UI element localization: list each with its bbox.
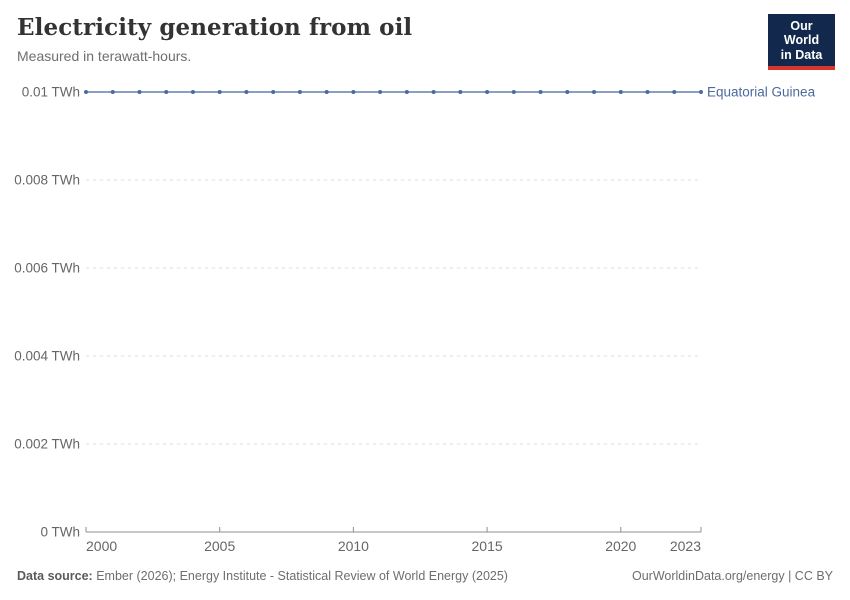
data-point[interactable] [351, 90, 356, 94]
x-tick-label: 2015 [472, 538, 503, 554]
x-tick-label: 2000 [86, 538, 117, 554]
data-point[interactable] [645, 90, 650, 94]
chart-header: Electricity generation from oil Measured… [17, 14, 835, 71]
data-point[interactable] [271, 90, 276, 94]
data-point[interactable] [404, 90, 409, 94]
data-point[interactable] [699, 90, 703, 94]
data-source-label: Data source: [17, 569, 93, 583]
data-point[interactable] [592, 90, 597, 94]
data-source-text: Ember (2026); Energy Institute - Statist… [96, 569, 508, 583]
data-point[interactable] [164, 90, 169, 94]
x-tick-label: 2020 [605, 538, 636, 554]
owid-logo-line2: in Data [780, 47, 823, 62]
data-point[interactable] [538, 90, 543, 94]
y-tick-label: 0.004 TWh [14, 349, 80, 364]
data-point[interactable] [672, 90, 677, 94]
chart-subtitle: Measured in terawatt-hours. [17, 47, 192, 64]
owid-url-license[interactable]: OurWorldinData.org/energy | CC BY [631, 569, 833, 583]
owid-logo[interactable]: Our World in Data [768, 14, 835, 71]
data-point[interactable] [217, 90, 222, 94]
data-point[interactable] [137, 90, 142, 94]
data-point[interactable] [485, 90, 490, 94]
y-tick-label: 0.006 TWh [14, 261, 80, 276]
series-entity-label[interactable]: Equatorial Guinea [707, 85, 816, 100]
data-point[interactable] [431, 90, 436, 94]
x-tick-label: 2023 [670, 538, 701, 554]
owid-logo-line1: Our World [783, 19, 820, 48]
data-point[interactable] [110, 90, 115, 94]
data-point[interactable] [297, 90, 302, 94]
data-point[interactable] [190, 90, 195, 94]
data-point[interactable] [511, 90, 516, 94]
data-point[interactable] [565, 90, 570, 94]
data-point[interactable] [618, 90, 623, 94]
data-source-note: Data source: Ember (2026); Energy Instit… [17, 569, 508, 583]
y-tick-label: 0.002 TWh [14, 437, 80, 452]
chart-title: Electricity generation from oil [17, 14, 413, 41]
chart-titles: Electricity generation from oil Measured… [17, 14, 412, 64]
x-tick-label: 2005 [204, 538, 235, 554]
data-point[interactable] [324, 90, 329, 94]
y-tick-label: 0.01 TWh [22, 85, 80, 100]
data-point[interactable] [378, 90, 383, 94]
data-point[interactable] [84, 90, 88, 94]
data-point[interactable] [458, 90, 463, 94]
y-tick-label: 0 TWh [40, 525, 80, 540]
chart-footer: Data source: Ember (2026); Energy Instit… [17, 569, 833, 583]
data-point[interactable] [244, 90, 249, 94]
x-tick-label: 2010 [338, 538, 369, 554]
y-tick-label: 0.008 TWh [14, 173, 80, 188]
